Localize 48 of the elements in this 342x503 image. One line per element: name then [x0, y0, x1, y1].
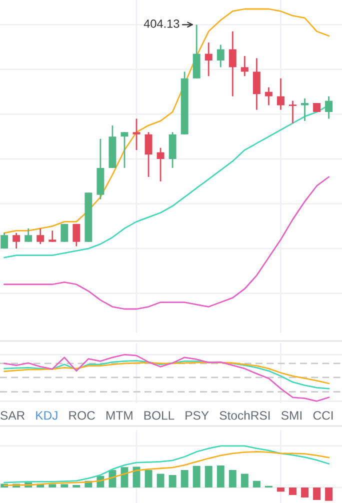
text: SMI: [281, 411, 302, 420]
candlestick: [301, 98, 308, 122]
bar: [168, 475, 176, 488]
text: SAR: [0, 411, 25, 420]
candlestick: [264, 86, 272, 106]
candlestick: [60, 223, 68, 243]
text: CCI: [313, 411, 333, 420]
text: MTM: [106, 411, 132, 420]
bar: [325, 488, 333, 501]
candlestick: [12, 232, 20, 250]
candlestick: [240, 55, 248, 77]
bar: [289, 488, 296, 495]
bar: [240, 474, 248, 488]
text: KDJ: [36, 411, 58, 420]
candlestick: [204, 42, 212, 77]
candlestick: [289, 100, 296, 124]
bar: [313, 488, 320, 500]
candlestick: [120, 131, 128, 169]
bar: [156, 474, 164, 488]
bar: [180, 470, 188, 488]
text: StochRSI: [220, 410, 270, 420]
candlestick: [0, 232, 8, 250]
candlestick: [48, 230, 56, 243]
bar: [252, 480, 260, 488]
candlestick: [24, 228, 32, 243]
candlestick: [252, 58, 260, 110]
candlestick: [325, 96, 333, 120]
candlestick: [228, 30, 236, 98]
candlestick: [156, 147, 164, 182]
bar: [216, 465, 224, 488]
bar: [301, 488, 308, 498]
bar: [60, 484, 68, 488]
text: BOLL: [144, 411, 174, 420]
bar: [204, 466, 212, 488]
candlestick: [144, 131, 152, 178]
bar: [48, 484, 56, 488]
text: PSY: [186, 411, 209, 420]
bar: [276, 488, 284, 492]
candlestick: [36, 228, 44, 245]
bar: [144, 470, 152, 488]
bar: [228, 470, 236, 488]
candlestick: [72, 223, 80, 248]
bar: [192, 466, 200, 488]
annotation: 404.13: [144, 19, 180, 28]
text: ROC: [69, 411, 95, 420]
candlestick: [276, 78, 284, 110]
candlestick: [216, 44, 224, 68]
candlestick: [132, 118, 140, 151]
